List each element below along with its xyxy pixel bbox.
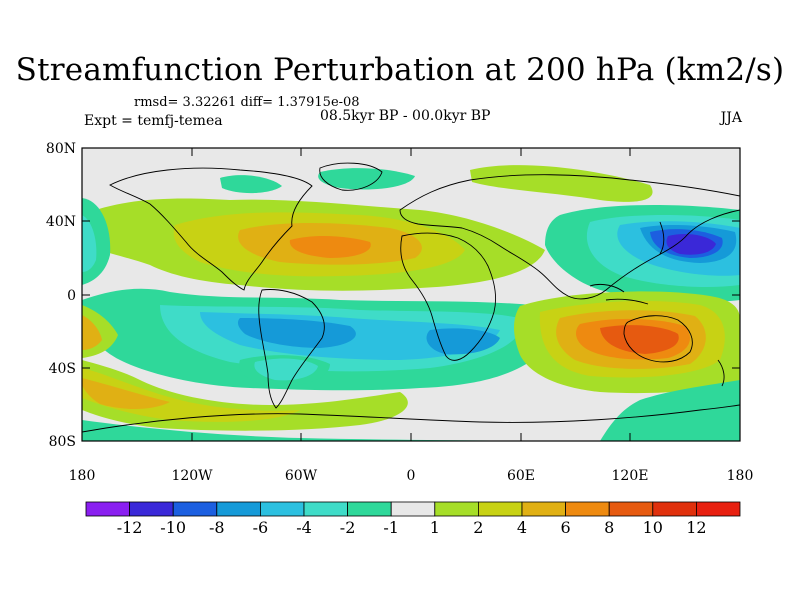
- colorbar-swatch: [608, 501, 654, 517]
- colorbar-swatch: [390, 501, 436, 517]
- colorbar-label: 4: [516, 518, 528, 537]
- contour-arctic-negative: [220, 175, 282, 194]
- colorbar-swatch: [652, 501, 697, 517]
- contour-sepac-negative: [600, 380, 740, 441]
- lat-label-80s: 80S: [49, 434, 76, 450]
- coastline-south-america: [258, 289, 325, 409]
- colorbar-label: -6: [252, 518, 269, 537]
- colorbar-label: 2: [473, 518, 484, 537]
- contour-epac-positive-2: [82, 315, 102, 350]
- lon-label-60e: 60E: [507, 468, 535, 484]
- coastline-antarctica: [82, 404, 740, 433]
- lat-label-0: 0: [67, 288, 76, 304]
- colorbar-label: 10: [642, 518, 663, 537]
- colorbar-label: -2: [339, 518, 356, 537]
- colorbar-label: 12: [686, 518, 707, 537]
- colorbar-swatch: [216, 501, 261, 517]
- colorbar-label: -12: [116, 518, 143, 537]
- contour-npac-west-negative-2: [82, 215, 97, 272]
- colorbar-label: -10: [160, 518, 187, 537]
- coastline-eurasia: [399, 174, 740, 300]
- rmsd-stats: rmsd= 3.32261 diff= 1.37915e-08: [134, 95, 360, 110]
- lat-labels: 80N 40N 0 40S 80S: [46, 141, 76, 450]
- colorbar-swatch: [696, 501, 741, 517]
- coastline-australia: [623, 315, 693, 363]
- lon-label-180e: 180: [727, 468, 754, 484]
- colorbar-label: 1: [429, 518, 440, 537]
- colorbar-swatch: [565, 501, 610, 517]
- contour-wpac-negative-core: [666, 233, 716, 255]
- experiment-label: Expt = temfj-temea: [84, 113, 223, 129]
- colorbar-label: 6: [560, 518, 571, 537]
- coastline-maritime-continent: [589, 283, 649, 305]
- colorbar-label: -8: [209, 518, 225, 537]
- tick-marks: [81, 147, 741, 442]
- colorbar-swatch: [477, 501, 523, 517]
- contour-south-negative-4: [237, 318, 356, 348]
- lat-label-40n: 40N: [46, 214, 76, 230]
- lon-label-60w: 60W: [285, 468, 318, 484]
- colorbar-swatch: [347, 501, 392, 517]
- lon-label-0: 0: [407, 468, 416, 484]
- coastline-greenland: [319, 162, 383, 191]
- contour-aus-positive-5: [600, 325, 679, 354]
- lon-label-180w: 180: [69, 468, 96, 484]
- lat-label-80n: 80N: [46, 141, 76, 157]
- lon-label-120w: 120W: [171, 468, 213, 484]
- colorbar-swatch: [434, 501, 479, 517]
- lat-label-40s: 40S: [49, 361, 76, 377]
- period-label: 08.5kyr BP - 00.0kyr BP: [320, 108, 491, 124]
- colorbar-swatch: [85, 501, 130, 517]
- coastline-new-zealand: [717, 359, 725, 387]
- colorbar-swatch: [259, 501, 305, 517]
- contour-fills: [82, 162, 740, 441]
- colorbar-swatch: [172, 501, 218, 517]
- season-label: JJA: [720, 110, 742, 126]
- colorbar-swatch: [129, 501, 174, 517]
- colorbar-swatch: [303, 501, 348, 517]
- contour-south-negative-5: [426, 328, 500, 355]
- coastline-africa: [400, 232, 497, 361]
- colorbar-label: 8: [604, 518, 615, 537]
- colorbar: [85, 501, 741, 517]
- contour-southern-ocean-positive-3: [82, 378, 170, 409]
- coastline-japan: [659, 221, 665, 255]
- colorbar-swatch: [521, 501, 566, 517]
- coastlines: [82, 162, 740, 433]
- lon-label-120e: 120E: [612, 468, 649, 484]
- contour-arctic-positive: [470, 165, 653, 202]
- contour-sepac-negative-2: [82, 420, 560, 441]
- contour-arctic-negative-2: [318, 168, 415, 190]
- contour-north-positive-peak: [289, 235, 371, 258]
- coastline-north-america: [109, 167, 313, 291]
- map-title: Streamfunction Perturbation at 200 hPa (…: [15, 52, 785, 88]
- lon-labels: 180 120W 60W 0 60E 120E 180: [69, 468, 754, 484]
- colorbar-label: -4: [296, 518, 312, 537]
- colorbar-label: -1: [383, 518, 399, 537]
